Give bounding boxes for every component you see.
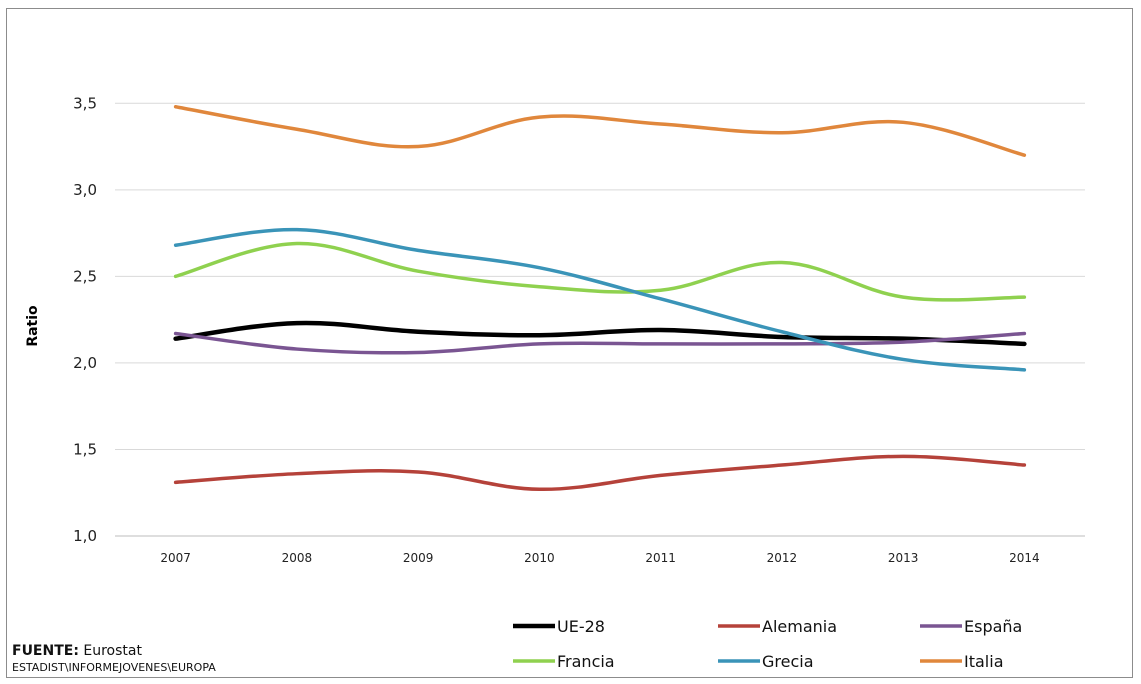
series-line-ue-28 <box>173 320 1027 347</box>
legend-label: España <box>964 617 1022 636</box>
x-tick-label: 2007 <box>160 551 191 565</box>
y-tick-label: 3,0 <box>73 181 97 199</box>
gridlines <box>115 102 1085 537</box>
x-tick-label: 2011 <box>645 551 676 565</box>
legend-label: Italia <box>964 652 1004 671</box>
x-tick-label: 2008 <box>282 551 313 565</box>
legend: UE-28 Alemania España Francia Grecia Italia <box>513 617 1022 671</box>
y-axis-label: Ratio <box>25 305 41 347</box>
series-line-francia <box>173 241 1027 302</box>
source-path: ESTADIST\INFORMEJOVENES\EUROPA <box>12 661 216 674</box>
x-tick-label: 2010 <box>524 551 555 565</box>
x-tick-label: 2009 <box>403 551 434 565</box>
x-tick-label: 2014 <box>1009 551 1040 565</box>
x-tick-label: 2013 <box>888 551 919 565</box>
series-line-grecia <box>173 227 1027 372</box>
y-tick-label: 1,0 <box>73 527 97 545</box>
source-note: FUENTE: Eurostat ESTADIST\INFORMEJOVENES… <box>12 643 216 674</box>
series-line-españa <box>173 331 1027 355</box>
source-value: Eurostat <box>78 643 142 659</box>
legend-label: Alemania <box>762 617 837 636</box>
series-line-italia <box>173 104 1027 157</box>
x-tick-label: 2012 <box>767 551 798 565</box>
legend-label: Grecia <box>762 652 814 671</box>
source-label: FUENTE: <box>12 643 79 659</box>
legend-label: UE-28 <box>557 617 605 636</box>
y-tick-label: 1,5 <box>73 440 97 458</box>
legend-label: Francia <box>557 652 615 671</box>
y-axis-ticks: 1,0 1,5 2,0 2,5 3,0 3,5 <box>73 94 97 545</box>
y-tick-label: 2,5 <box>73 267 97 285</box>
y-tick-label: 2,0 <box>73 354 97 372</box>
series-lines <box>173 104 1027 492</box>
x-axis-ticks: 2007 2008 2009 2010 2011 2012 2013 2014 <box>160 551 1039 565</box>
series-line-alemania <box>173 454 1027 492</box>
y-tick-label: 3,5 <box>73 94 97 112</box>
